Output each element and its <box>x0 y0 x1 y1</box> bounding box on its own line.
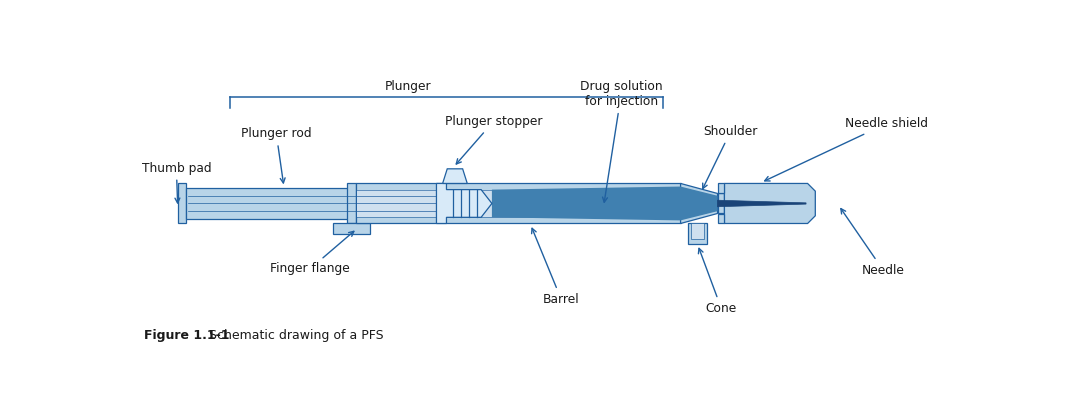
Text: Needle shield: Needle shield <box>765 118 928 181</box>
Polygon shape <box>725 184 815 224</box>
Bar <box>691 224 704 239</box>
Polygon shape <box>481 189 491 217</box>
Polygon shape <box>717 200 806 207</box>
Text: Drug solution
for injection: Drug solution for injection <box>580 80 662 202</box>
Bar <box>178 184 186 224</box>
Polygon shape <box>491 187 717 220</box>
Bar <box>717 184 725 193</box>
Polygon shape <box>443 169 468 184</box>
Bar <box>186 188 438 219</box>
Text: Schematic drawing of a PFS: Schematic drawing of a PFS <box>201 329 383 342</box>
Bar <box>491 189 680 217</box>
Bar <box>688 224 706 244</box>
Bar <box>717 193 725 213</box>
Text: Shoulder: Shoulder <box>703 125 758 189</box>
Bar <box>717 214 725 224</box>
Text: Barrel: Barrel <box>531 228 580 306</box>
Bar <box>334 224 370 233</box>
Text: Cone: Cone <box>699 248 737 315</box>
Text: Needle: Needle <box>841 209 904 277</box>
Bar <box>357 189 680 217</box>
Bar <box>356 184 680 224</box>
Text: Finger flange: Finger flange <box>270 231 354 275</box>
Text: Plunger stopper: Plunger stopper <box>445 115 542 164</box>
Polygon shape <box>436 184 491 224</box>
Text: Plunger: Plunger <box>384 80 431 93</box>
Polygon shape <box>680 184 717 224</box>
Text: Figure 1.1-1: Figure 1.1-1 <box>144 329 229 342</box>
Text: Plunger rod: Plunger rod <box>241 127 312 183</box>
Bar <box>347 184 356 224</box>
Text: Thumb pad: Thumb pad <box>141 162 212 203</box>
